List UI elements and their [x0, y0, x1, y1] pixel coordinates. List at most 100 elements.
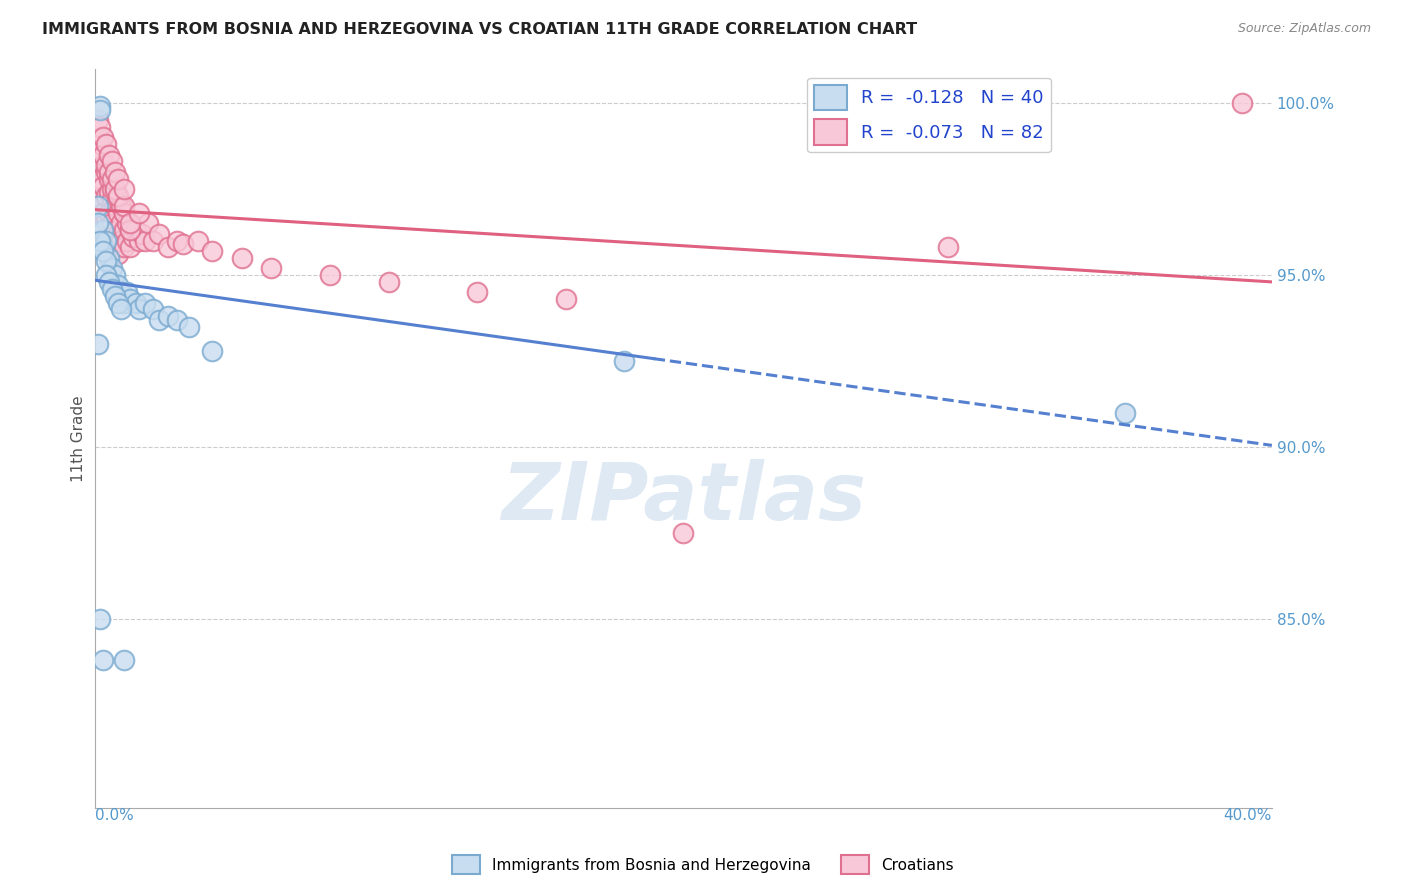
Point	[128, 302, 150, 317]
Point	[104, 288, 127, 302]
Point	[96, 158, 118, 172]
Point	[142, 302, 165, 317]
Point	[115, 216, 138, 230]
Point	[96, 254, 118, 268]
Point	[96, 234, 118, 248]
Point	[101, 261, 124, 276]
Point	[101, 275, 124, 289]
Point	[107, 206, 129, 220]
Point	[613, 354, 636, 368]
Point	[136, 216, 159, 230]
Point	[101, 154, 124, 169]
Point	[115, 234, 138, 248]
Point	[115, 285, 138, 300]
Point	[93, 244, 115, 258]
Point	[672, 526, 695, 541]
Point	[86, 113, 108, 128]
Point	[134, 234, 156, 248]
Point	[101, 216, 124, 230]
Point	[96, 165, 118, 179]
Point	[104, 199, 127, 213]
Point	[118, 216, 141, 230]
Point	[89, 192, 111, 206]
Point	[128, 234, 150, 248]
Point	[112, 206, 135, 220]
Point	[96, 213, 118, 227]
Point	[131, 227, 153, 241]
Point	[465, 285, 488, 300]
Point	[93, 147, 115, 161]
Point	[93, 653, 115, 667]
Point	[89, 120, 111, 134]
Point	[121, 230, 143, 244]
Point	[112, 653, 135, 667]
Point	[107, 171, 129, 186]
Point	[104, 223, 127, 237]
Point	[142, 234, 165, 248]
Point	[157, 240, 180, 254]
Point	[107, 189, 129, 203]
Point	[96, 189, 118, 203]
Point	[118, 223, 141, 237]
Point	[107, 192, 129, 206]
Point	[93, 206, 115, 220]
Point	[112, 206, 135, 220]
Point	[107, 227, 129, 241]
Point	[112, 240, 135, 254]
Point	[110, 234, 132, 248]
Point	[110, 199, 132, 213]
Y-axis label: 11th Grade: 11th Grade	[72, 395, 86, 482]
Point	[93, 223, 115, 237]
Point	[89, 137, 111, 152]
Point	[89, 103, 111, 117]
Point	[93, 130, 115, 145]
Point	[98, 165, 121, 179]
Point	[177, 319, 200, 334]
Point	[86, 182, 108, 196]
Point	[98, 206, 121, 220]
Point	[96, 137, 118, 152]
Point	[1114, 406, 1136, 420]
Text: IMMIGRANTS FROM BOSNIA AND HERZEGOVINA VS CROATIAN 11TH GRADE CORRELATION CHART: IMMIGRANTS FROM BOSNIA AND HERZEGOVINA V…	[42, 22, 917, 37]
Point	[118, 240, 141, 254]
Point	[118, 292, 141, 306]
Point	[319, 268, 342, 282]
Point	[104, 268, 127, 282]
Point	[187, 234, 209, 248]
Point	[378, 275, 401, 289]
Point	[93, 223, 115, 237]
Point	[110, 302, 132, 317]
Point	[86, 336, 108, 351]
Point	[260, 261, 283, 276]
Point	[112, 223, 135, 237]
Point	[128, 206, 150, 220]
Point	[134, 295, 156, 310]
Point	[1232, 95, 1254, 110]
Point	[231, 251, 253, 265]
Legend: R =  -0.128   N = 40, R =  -0.073   N = 82: R = -0.128 N = 40, R = -0.073 N = 82	[807, 78, 1050, 153]
Point	[104, 240, 127, 254]
Point	[86, 199, 108, 213]
Point	[101, 182, 124, 196]
Point	[101, 171, 124, 186]
Point	[101, 234, 124, 248]
Point	[86, 216, 108, 230]
Point	[110, 285, 132, 300]
Point	[96, 268, 118, 282]
Point	[125, 295, 148, 310]
Point	[125, 223, 148, 237]
Point	[118, 223, 141, 237]
Point	[89, 234, 111, 248]
Text: 0.0%: 0.0%	[94, 808, 134, 823]
Point	[98, 275, 121, 289]
Point	[93, 158, 115, 172]
Text: Source: ZipAtlas.com: Source: ZipAtlas.com	[1237, 22, 1371, 36]
Point	[89, 99, 111, 113]
Point	[201, 343, 224, 358]
Point	[107, 295, 129, 310]
Point	[98, 171, 121, 186]
Point	[936, 240, 959, 254]
Point	[166, 234, 188, 248]
Point	[89, 612, 111, 626]
Point	[201, 244, 224, 258]
